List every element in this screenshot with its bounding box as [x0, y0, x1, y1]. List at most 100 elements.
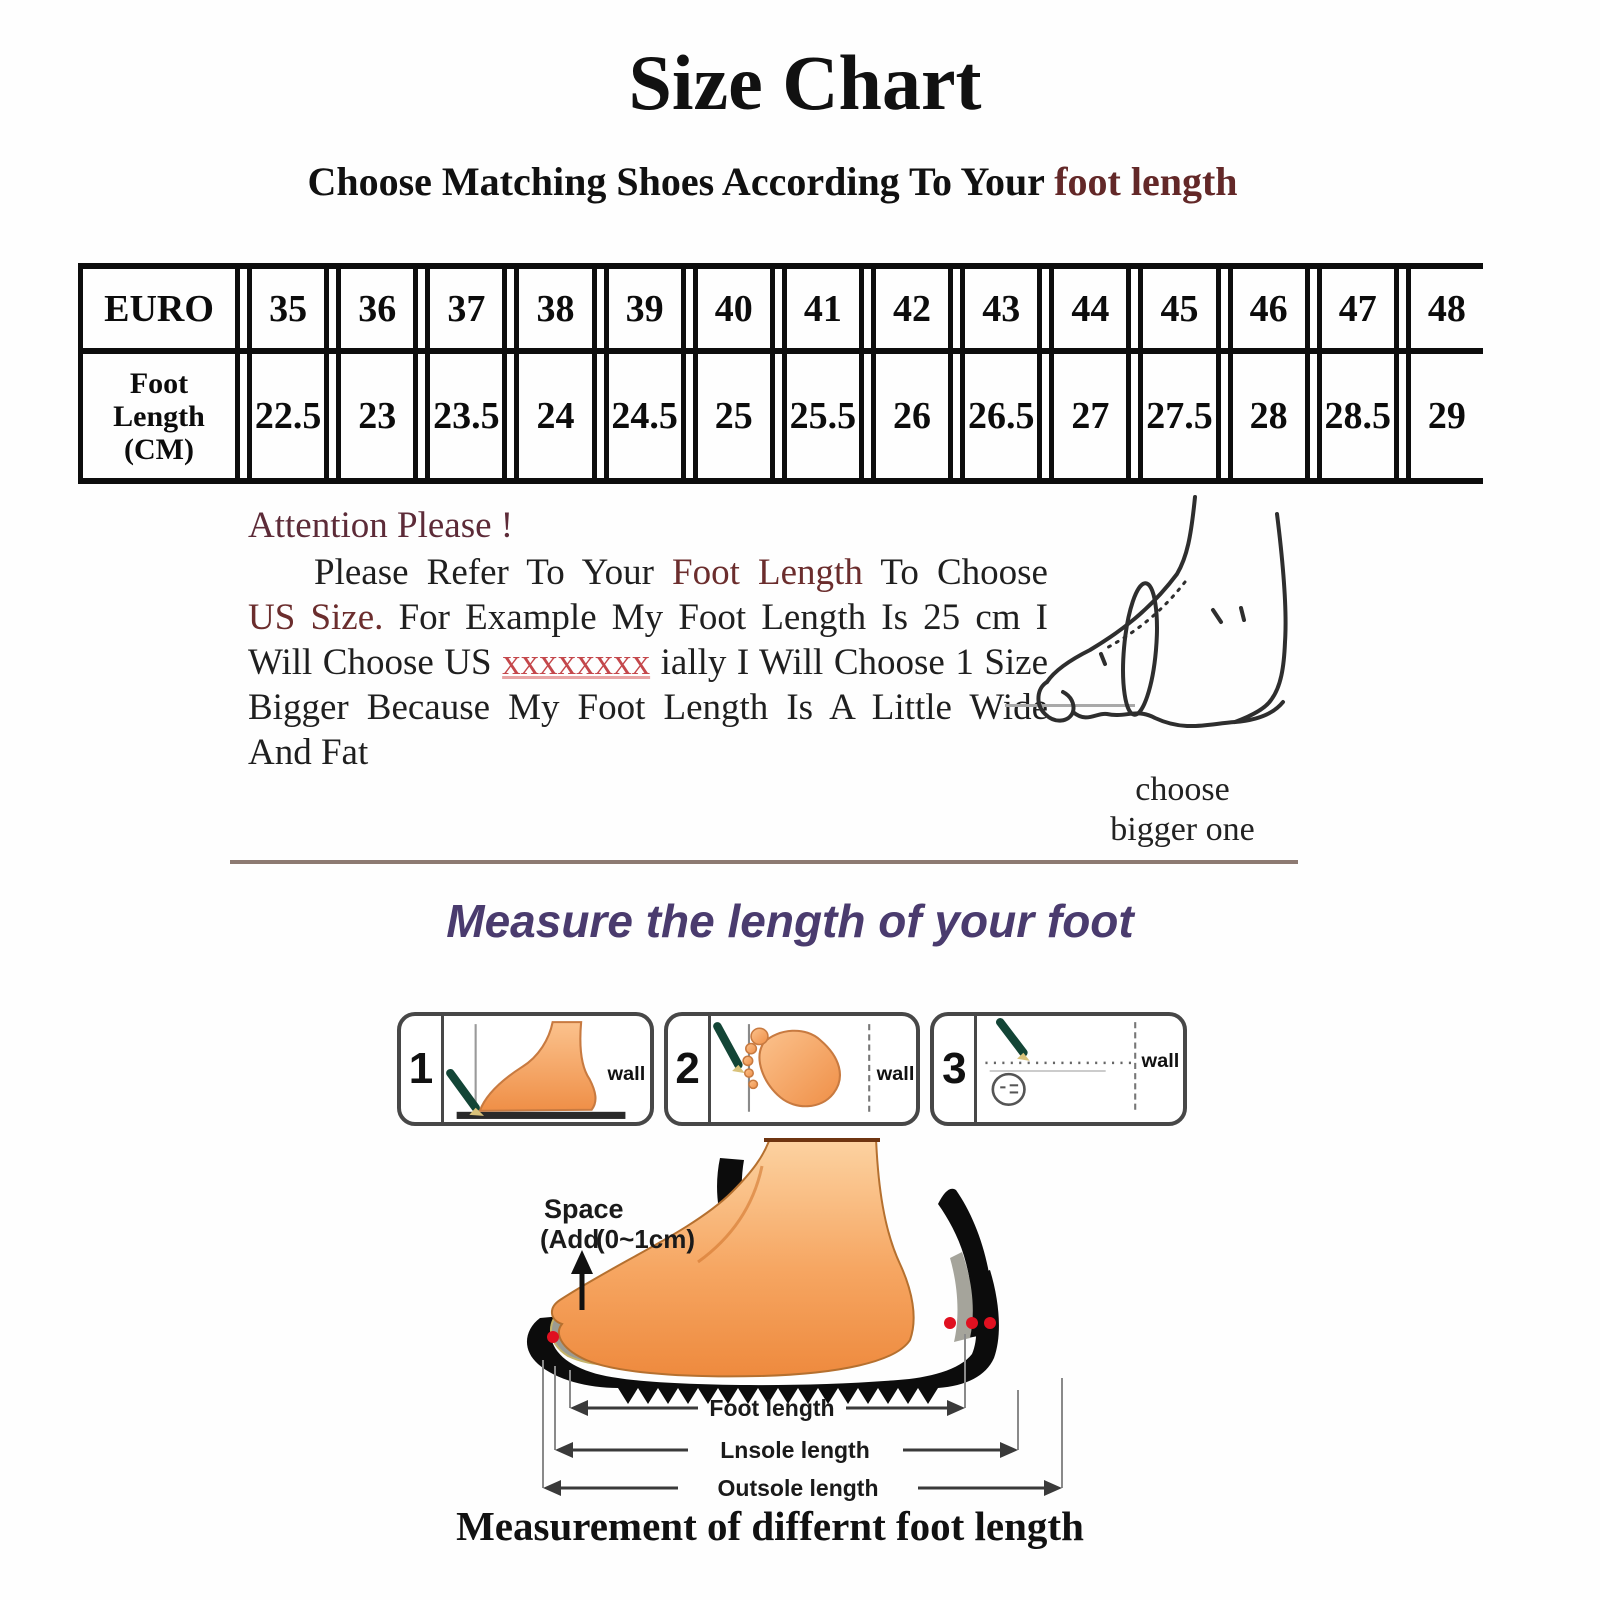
note-line: choose	[1135, 771, 1230, 808]
toe-print	[747, 1079, 758, 1090]
outsole-length-label: Outsole length	[718, 1475, 879, 1501]
euro-size-cell: 43	[960, 269, 1043, 348]
attention-heading: Attention Please !	[248, 505, 514, 546]
sketch-ankle-dash	[1239, 606, 1246, 622]
heel-dot	[984, 1317, 996, 1329]
euro-size-cell: 40	[692, 269, 775, 348]
foot-length-cell: 24	[514, 354, 597, 478]
pencil-tip	[731, 1064, 745, 1074]
heel-dot	[966, 1317, 978, 1329]
step-2-illustration: wall	[712, 1022, 914, 1112]
space-label: Space	[544, 1194, 624, 1224]
attention-line: Bigger Because My Foot Length Is A Littl…	[248, 687, 1048, 728]
measure-arrows	[549, 1406, 1056, 1490]
cm-circle	[991, 1072, 1027, 1106]
sketch-toe-loop	[1036, 680, 1076, 723]
attention-line: Will Choose US xxxxxxxx ially I Will Cho…	[248, 640, 1048, 685]
foot-and-leg	[551, 1138, 915, 1378]
attention-line: And Fat	[248, 732, 369, 773]
shoe-heel-tab	[938, 1188, 991, 1338]
insole-heel	[950, 1252, 973, 1342]
sketch-measure-loop	[1121, 581, 1159, 717]
foot-length-cell: 24.5	[603, 354, 686, 478]
text-run-redacted: xxxxxxxx	[502, 642, 651, 683]
step-panel-2: 2	[663, 1012, 921, 1126]
attention-line: Please Refer To Your Foot Length To Choo…	[248, 550, 1048, 595]
measure-heading: Measure the length of your foot	[446, 895, 1134, 947]
pencil-tip	[469, 1107, 485, 1116]
table-row-foot-length: Foot Length (CM) 22.5 23 23.5 24 24.5 25…	[78, 354, 1483, 484]
pencil-icon	[446, 1069, 480, 1112]
text-run: To Choose	[880, 552, 1048, 593]
text-run-highlight: US Size.	[248, 597, 384, 638]
floor-bar	[456, 1111, 626, 1119]
foot-length-cell: 27.5	[1138, 354, 1221, 478]
bottom-caption: Measurement of differnt foot length	[456, 1503, 1084, 1549]
euro-size-cell: 35	[247, 269, 330, 348]
step-panel-1: 1 wall	[397, 1012, 654, 1126]
attention-line: US Size. For Example My Foot Length Is 2…	[248, 595, 1048, 640]
foot-length-cell: 25.5	[781, 354, 864, 478]
euro-size-cell: 37	[425, 269, 508, 348]
step-number: 2	[668, 1016, 711, 1122]
euro-size-cell: 38	[514, 269, 597, 348]
table-row-euro: EURO 35 36 37 38 39 40 41 42 43 44 45 46…	[78, 263, 1483, 354]
foot-side-icon	[478, 1021, 597, 1112]
step-art-1: wall	[444, 1016, 650, 1122]
pencil-icon	[996, 1018, 1028, 1057]
section-divider	[230, 860, 1298, 864]
step-1-illustration: wall	[446, 1021, 645, 1119]
step-3-illustration: wall	[985, 1018, 1180, 1112]
space-arrowhead	[571, 1250, 593, 1274]
wall-label: wall	[1141, 1050, 1180, 1072]
wall-label: wall	[606, 1064, 645, 1086]
text-run: Will Choose US	[248, 642, 492, 683]
euro-size-cell: 48	[1405, 269, 1483, 348]
sketch-heel-line	[1233, 512, 1288, 724]
subtitle-highlight: foot length	[1054, 159, 1238, 204]
foot-length-cell: 26.5	[960, 354, 1043, 478]
euro-size-cell: 36	[336, 269, 419, 348]
euro-size-cell: 47	[1316, 269, 1399, 348]
foot-length-cell: 26	[870, 354, 954, 478]
foot-length-cell: 25	[692, 354, 775, 478]
euro-size-cell: 42	[870, 269, 954, 348]
toe-print	[749, 1027, 769, 1046]
sketch-foot-bottom	[1071, 700, 1285, 729]
insole-length-label: Lnsole length	[720, 1437, 870, 1463]
euro-size-cell: 46	[1227, 269, 1310, 348]
footprint-icon	[758, 1029, 841, 1108]
text-run-highlight: Foot Length	[672, 552, 863, 593]
space-add-label: (Add	[540, 1224, 599, 1254]
foot-length-cell: 22.5	[247, 354, 330, 478]
toe-print	[743, 1068, 754, 1078]
row-header-foot-length: Foot Length (CM)	[78, 354, 240, 478]
size-table: EURO 35 36 37 38 39 40 41 42 43 44 45 46…	[78, 263, 1483, 484]
text-run: Please Refer To Your	[314, 552, 654, 593]
foot-measure-sketch-illustration	[1036, 495, 1288, 729]
row-header-line: Foot	[129, 366, 189, 400]
sketch-dotted-line	[1101, 580, 1187, 652]
euro-size-cell: 44	[1049, 269, 1132, 348]
step-panel-3: 3 wall	[930, 1012, 1188, 1126]
foot-length-cell: 29	[1405, 354, 1483, 478]
foot-length-cell: 27	[1049, 354, 1132, 478]
page-title: Size Chart	[628, 39, 982, 126]
subtitle-prefix: Choose Matching Shoes According To Your	[307, 159, 1045, 204]
foot-length-cell: 28	[1227, 354, 1310, 478]
text-run: ially I Will Choose 1 Size	[660, 642, 1049, 683]
foot-length-cell: 23	[336, 354, 419, 478]
foot-length-label: Foot length	[709, 1395, 834, 1421]
note-line: bigger one	[1110, 811, 1255, 848]
toe-dot	[547, 1331, 559, 1343]
guide-lines	[542, 1334, 1063, 1488]
choose-bigger-note: choose bigger one	[1050, 770, 1315, 850]
measure-arrowheads	[543, 1400, 1062, 1496]
foot-length-cell: 28.5	[1316, 354, 1399, 478]
measure-steps: 1 wall 2	[397, 1012, 1188, 1126]
toe-print	[744, 1042, 757, 1055]
pencil-icon	[712, 1022, 743, 1069]
pencil-tip	[1017, 1052, 1031, 1061]
step-art-3: wall	[977, 1016, 1183, 1122]
